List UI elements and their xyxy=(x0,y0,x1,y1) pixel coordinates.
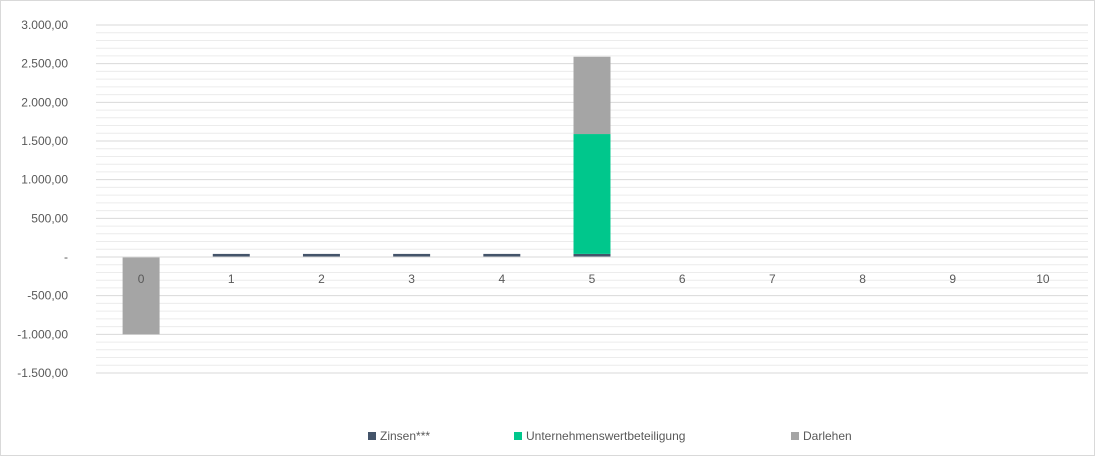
axes: 3.000,00 2.500,00 2.000,00 1.500,00 1.000,00… xyxy=(17,18,1088,380)
y-tick-label: 3.000,00 xyxy=(21,18,68,32)
bar-darlehen-5 xyxy=(573,56,611,135)
x-tick-label: 2 xyxy=(318,272,325,286)
legend-item: Zinsen*** xyxy=(368,429,430,443)
x-tick-label: 0 xyxy=(138,272,145,286)
bar-zinsen-4 xyxy=(483,253,521,257)
bars xyxy=(122,56,611,335)
y-tick-label: 500,00 xyxy=(31,211,68,225)
bar-darlehen-0 xyxy=(122,257,160,335)
bar-zinsen-5 xyxy=(573,253,611,257)
x-tick-label: 6 xyxy=(679,272,686,286)
y-tick-label: -1.500,00 xyxy=(17,366,68,380)
x-tick-label: 5 xyxy=(589,272,596,286)
x-tick-label: 3 xyxy=(408,272,415,286)
legend-label: Darlehen xyxy=(803,429,852,443)
x-tick-label: 8 xyxy=(859,272,866,286)
bar-zinsen-2 xyxy=(302,253,340,257)
chart-plot: 3.000,00 2.500,00 2.000,00 1.500,00 1.000,00… xyxy=(17,18,1088,380)
bar-unternehmenswertbeteiligung-5 xyxy=(573,134,611,254)
legend-swatch xyxy=(514,432,522,440)
bar-zinsen-3 xyxy=(393,253,431,257)
x-tick-label: 1 xyxy=(228,272,235,286)
y-tick-label: - xyxy=(64,250,68,264)
y-tick-label: 2.500,00 xyxy=(21,57,68,71)
x-tick-label: 7 xyxy=(769,272,776,286)
legend-item: Darlehen xyxy=(791,429,852,443)
x-tick-label: 4 xyxy=(498,272,505,286)
legend-swatch xyxy=(368,432,376,440)
legend-swatch xyxy=(791,432,799,440)
y-tick-label: -1.000,00 xyxy=(17,327,68,341)
y-tick-label: 1.000,00 xyxy=(21,173,68,187)
legend-label: Zinsen*** xyxy=(380,429,431,443)
legend: Zinsen*** Unternehmenswertbeteiligung Darl… xyxy=(1,429,1094,447)
legend-item: Unternehmenswertbeteiligung xyxy=(514,429,685,443)
legend-label: Unternehmenswertbeteiligung xyxy=(526,429,686,443)
bar-zinsen-1 xyxy=(212,253,250,257)
x-tick-label: 10 xyxy=(1036,272,1050,286)
x-tick-label: 9 xyxy=(949,272,956,286)
y-tick-label: 2.000,00 xyxy=(21,95,68,109)
y-tick-label: -500,00 xyxy=(27,289,68,303)
y-tick-label: 1.500,00 xyxy=(21,134,68,148)
